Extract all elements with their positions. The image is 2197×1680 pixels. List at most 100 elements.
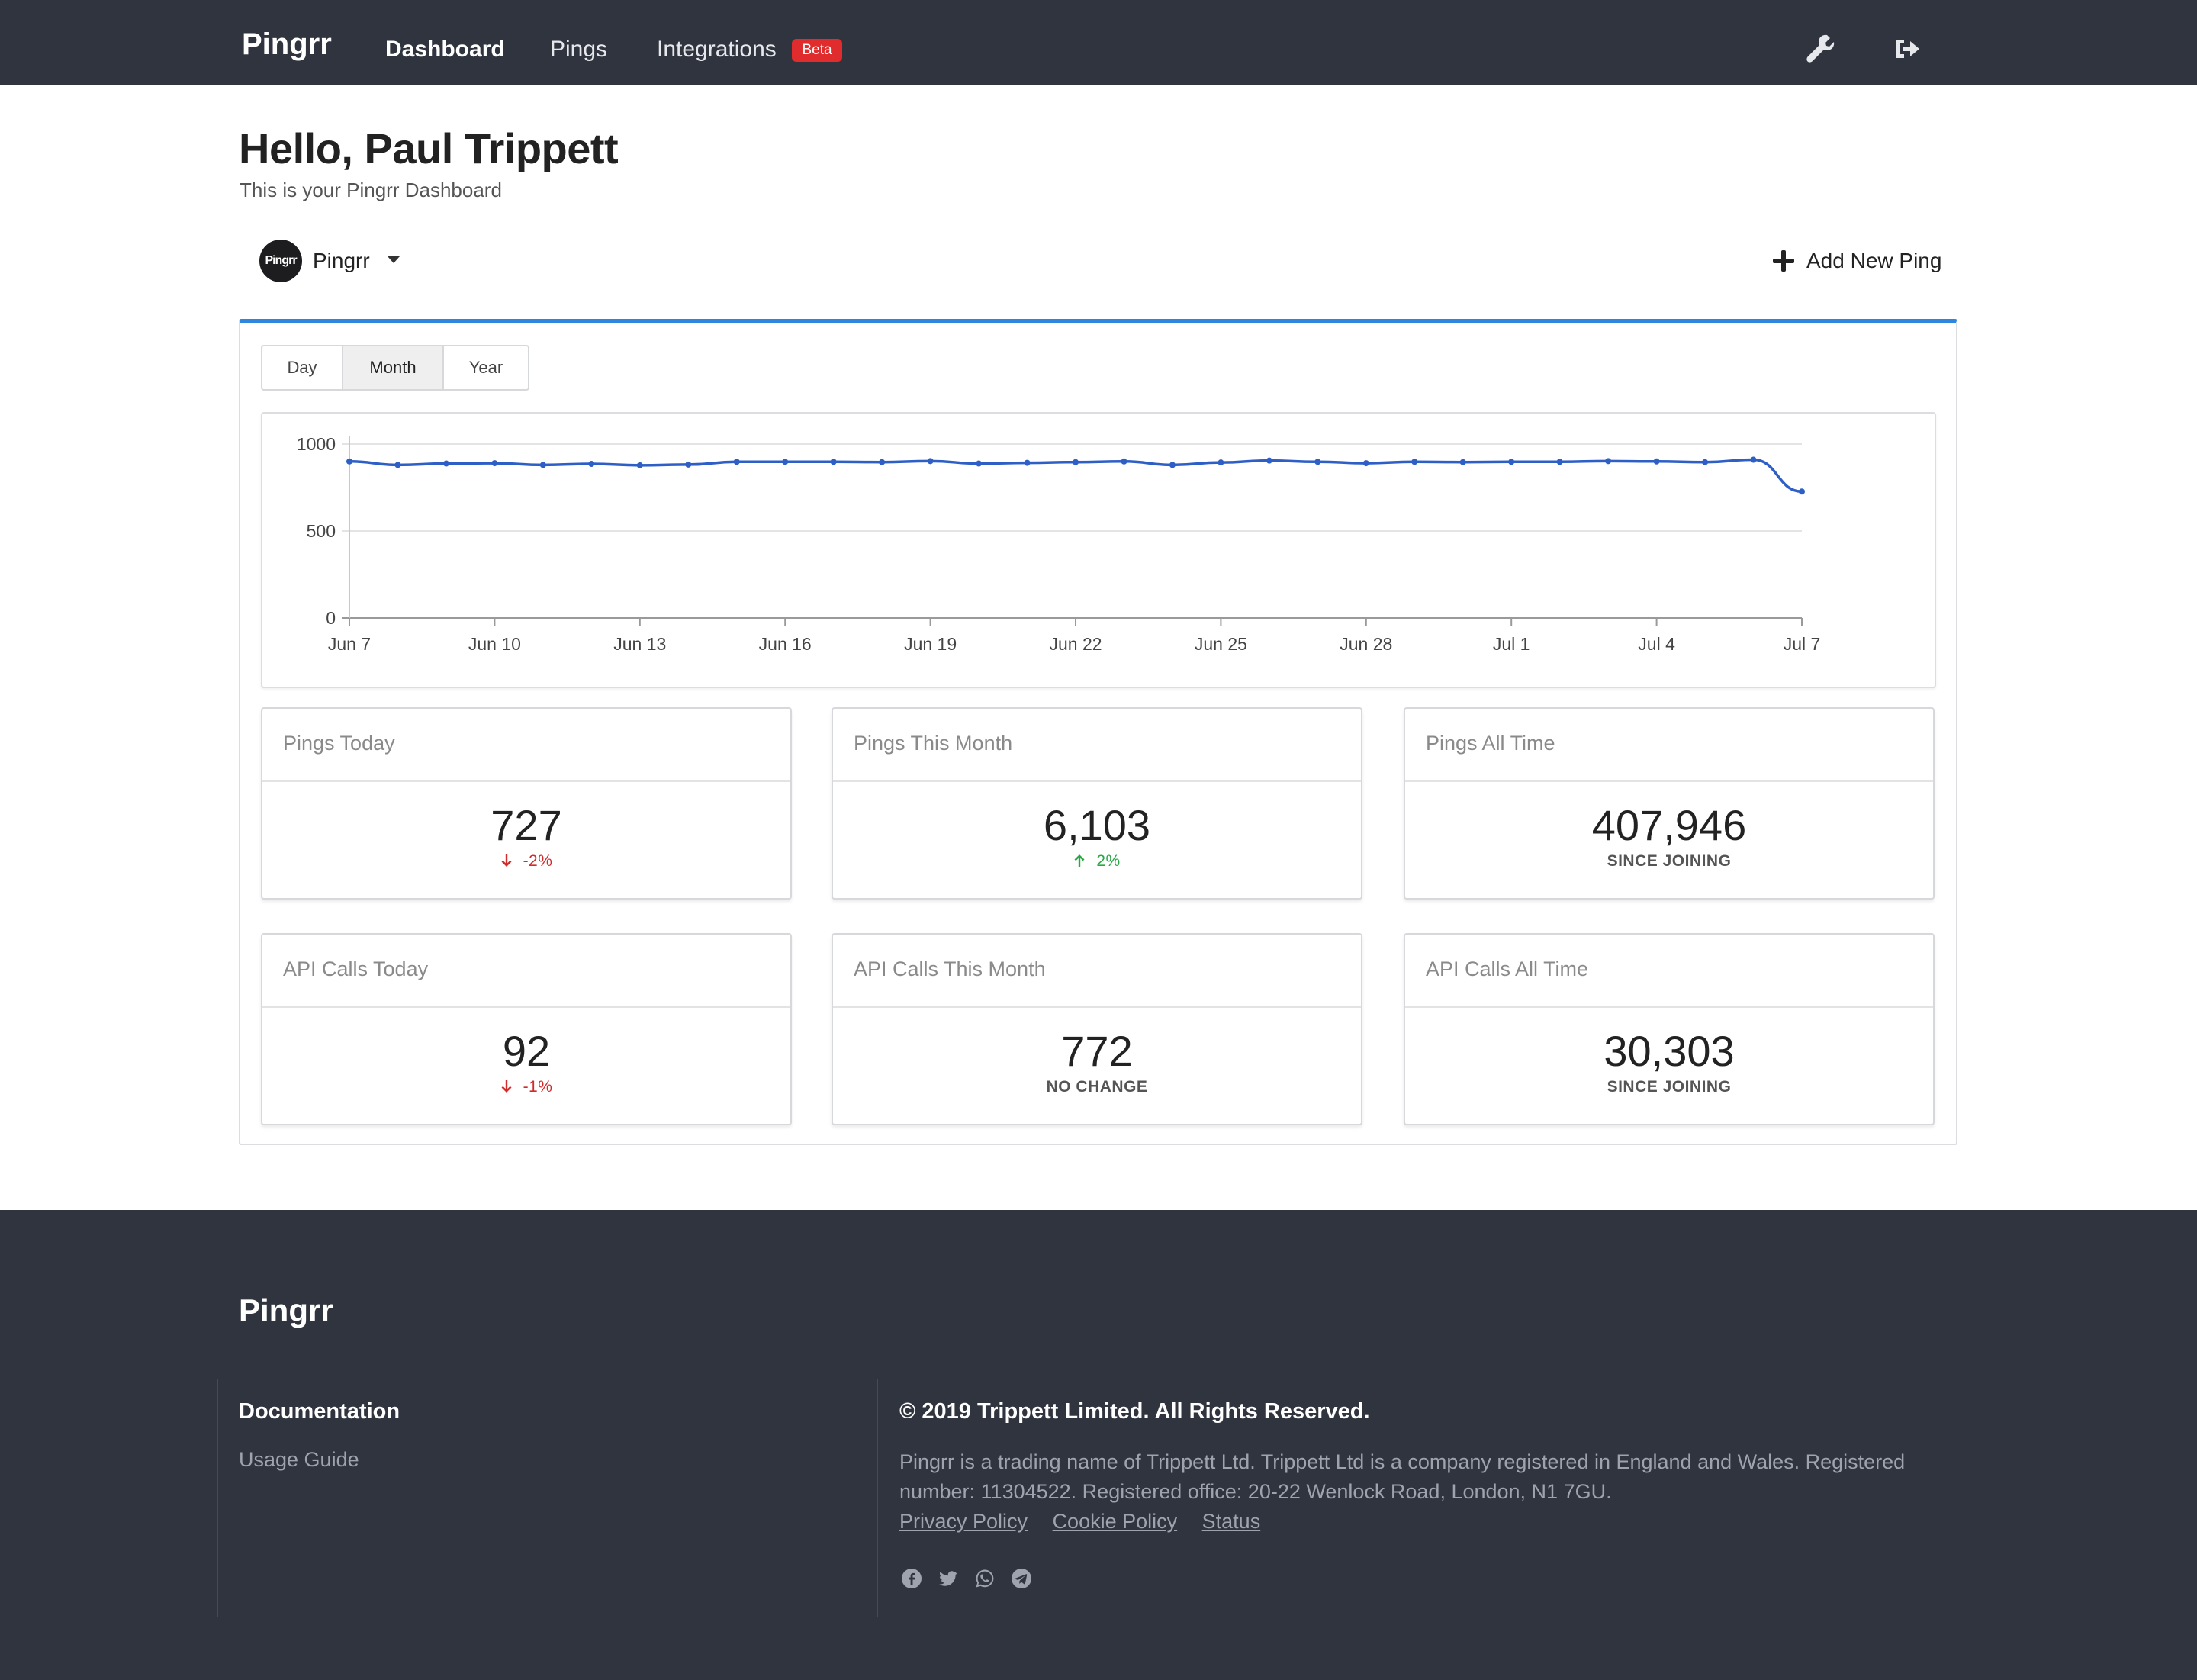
data-point — [685, 461, 692, 468]
data-point — [1362, 460, 1369, 467]
add-new-ping-label: Add New Ping — [1806, 249, 1942, 272]
footer-divider-middle — [877, 1379, 878, 1617]
data-point — [733, 459, 740, 465]
data-point — [1024, 459, 1031, 466]
data-point — [1605, 458, 1612, 465]
x-tick-label: Jun 16 — [759, 634, 812, 654]
x-tick-label: Jun 13 — [613, 634, 666, 654]
facebook-icon[interactable] — [901, 1568, 922, 1589]
data-point — [1121, 458, 1127, 465]
x-tick-label: Jun 7 — [328, 634, 371, 654]
data-point — [1653, 458, 1660, 465]
nav-brand[interactable]: Pingrr — [242, 27, 332, 61]
plus-icon — [1773, 250, 1794, 272]
x-tick-label: Jun 19 — [904, 634, 957, 654]
stat-change: NO CHANGE — [833, 1078, 1361, 1096]
stat-value: 407,946 — [1591, 801, 1747, 849]
site-logo: Pingrr — [259, 240, 302, 282]
stat-divider — [833, 780, 1361, 782]
beta-badge: Beta — [792, 39, 842, 62]
data-point — [1411, 459, 1418, 465]
data-point — [1073, 459, 1079, 465]
data-point — [927, 458, 934, 465]
x-tick-label: Jun 22 — [1049, 634, 1102, 654]
stat-title: API Calls All Time — [1426, 957, 1589, 980]
data-point — [782, 459, 789, 465]
telegram-icon[interactable] — [1011, 1568, 1032, 1589]
footer — [0, 1210, 2197, 1680]
data-point — [1314, 459, 1321, 465]
stat-divider — [1405, 780, 1933, 782]
twitter-icon[interactable] — [938, 1568, 959, 1589]
footer-links: Privacy Policy Cookie Policy Status — [899, 1510, 1279, 1534]
cookie-policy-link[interactable]: Cookie Policy — [1052, 1510, 1178, 1533]
data-point — [588, 460, 595, 467]
whatsapp-icon[interactable] — [974, 1568, 996, 1589]
sign-out-icon[interactable] — [1892, 34, 1922, 64]
data-point — [442, 460, 449, 467]
data-point — [1266, 457, 1272, 464]
stat-title: Pings Today — [283, 732, 395, 755]
footer-documentation-heading: Documentation — [239, 1399, 400, 1424]
privacy-policy-link[interactable]: Privacy Policy — [899, 1510, 1028, 1533]
data-point — [879, 459, 886, 465]
stat-title: Pings All Time — [1426, 732, 1555, 755]
api-calls-this-month-card: API Calls This Month 772 NO CHANGE — [832, 933, 1362, 1125]
y-tick-label: 500 — [307, 521, 336, 541]
stat-change: SINCE JOINING — [1405, 852, 1933, 871]
data-point — [1799, 488, 1805, 495]
page-title: Hello, Paul Trippett — [239, 124, 619, 172]
arrow-down-icon — [501, 1080, 512, 1093]
data-point — [636, 462, 643, 468]
stat-divider — [262, 1006, 790, 1008]
pings-today-card: Pings Today 727 -2% — [261, 707, 792, 900]
data-point — [1459, 459, 1466, 465]
data-point — [1750, 456, 1757, 463]
api-calls-all-time-card: API Calls All Time 30,303 SINCE JOINING — [1404, 933, 1935, 1125]
pings-all-time-card: Pings All Time 407,946 SINCE JOINING — [1404, 707, 1935, 900]
site-name: Pingrr — [313, 249, 370, 272]
usage-guide-link[interactable]: Usage Guide — [239, 1448, 359, 1471]
footer-copyright: © 2019 Trippett Limited. All Rights Rese… — [899, 1399, 1370, 1424]
nav-link-dashboard[interactable]: Dashboard — [385, 37, 505, 62]
dashboard-panel — [239, 319, 1957, 1145]
stat-change-text: SINCE JOINING — [1607, 852, 1732, 870]
stat-title: API Calls This Month — [854, 957, 1046, 980]
data-point — [1508, 459, 1515, 465]
stat-title: API Calls Today — [283, 957, 429, 980]
x-tick-label: Jul 1 — [1493, 634, 1530, 654]
stat-divider — [262, 780, 790, 782]
stat-change-text: SINCE JOINING — [1607, 1078, 1732, 1096]
stat-value: 772 — [1061, 1027, 1133, 1075]
data-point — [1169, 462, 1176, 468]
x-tick-label: Jul 7 — [1784, 634, 1821, 654]
period-tabs: Day Month Year — [261, 345, 529, 391]
tab-day[interactable]: Day — [262, 346, 343, 389]
stat-change: -1% — [262, 1078, 790, 1096]
api-calls-today-card: API Calls Today 92 -1% — [261, 933, 792, 1125]
nav-link-pings[interactable]: Pings — [550, 37, 608, 62]
line-chart-svg: 0 500 1000 Jun 7 Jun 10 Jun 13 Jun 16 Jun 19 Jun… — [297, 434, 1821, 654]
arrow-up-icon — [1074, 854, 1085, 867]
data-point — [346, 458, 352, 465]
tab-month[interactable]: Month — [343, 346, 444, 389]
pings-chart: 0 500 1000 Jun 7 Jun 10 Jun 13 Jun 16 Jun 19 Jun… — [261, 412, 1936, 688]
pings-this-month-card: Pings This Month 6,103 2% — [832, 707, 1362, 900]
caret-down-icon — [388, 256, 400, 263]
stat-change-text: 2% — [1096, 852, 1121, 870]
nav-link-integrations[interactable]: Integrations — [657, 37, 777, 62]
wrench-icon[interactable] — [1805, 34, 1835, 64]
status-link[interactable]: Status — [1201, 1510, 1261, 1533]
stat-value: 727 — [491, 801, 562, 849]
data-point — [1702, 459, 1709, 465]
page-subtitle: This is your Pingrr Dashboard — [240, 179, 502, 201]
footer-divider-left — [217, 1379, 218, 1617]
stat-divider — [833, 1006, 1361, 1008]
tab-year[interactable]: Year — [468, 358, 503, 377]
y-tick-label: 0 — [326, 608, 336, 628]
data-point — [491, 460, 498, 467]
stat-change: -2% — [262, 852, 790, 871]
x-tick-label: Jun 10 — [468, 634, 521, 654]
data-point — [394, 462, 401, 468]
x-tick-label: Jun 28 — [1340, 634, 1392, 654]
